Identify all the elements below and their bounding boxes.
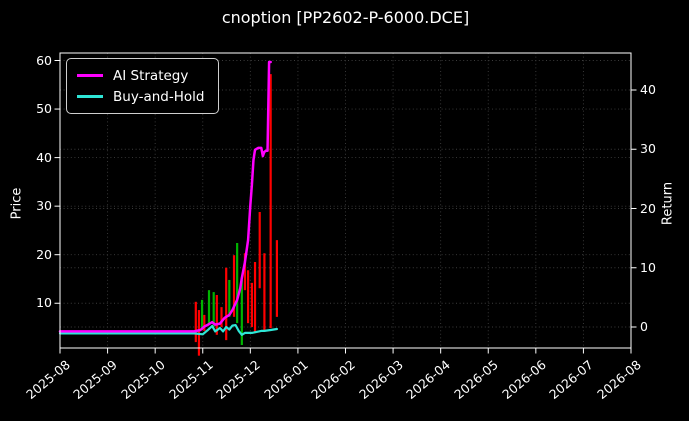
legend-label: AI Strategy (113, 67, 189, 84)
legend-item-buy-and-hold: Buy-and-Hold (77, 86, 204, 107)
chart-title: cnoption [PP2602-P-6000.DCE] (221, 8, 470, 27)
y-right-tick-label: 0 (640, 319, 648, 334)
y-left-tick-label: 20 (36, 246, 52, 262)
y-right-tick-label: 40 (640, 82, 656, 97)
y-left-tick-label: 60 (36, 52, 52, 68)
y-right-tick-label: 20 (640, 200, 656, 216)
y-left-tick-label: 40 (36, 149, 52, 165)
y-right-tick-label: 30 (640, 141, 656, 157)
buy-and-hold-line-swatch (77, 94, 103, 99)
y-left-tick-label: 50 (36, 101, 52, 117)
legend: AI Strategy Buy-and-Hold (66, 58, 220, 114)
y-right-tick-label: 10 (640, 259, 656, 275)
y-left-tick-label: 10 (36, 295, 52, 311)
legend-item-ai-strategy: AI Strategy (77, 65, 204, 86)
y-left-tick-label: 30 (36, 198, 52, 214)
legend-label: Buy-and-Hold (113, 88, 205, 105)
ai-strategy-line-swatch (77, 73, 103, 78)
